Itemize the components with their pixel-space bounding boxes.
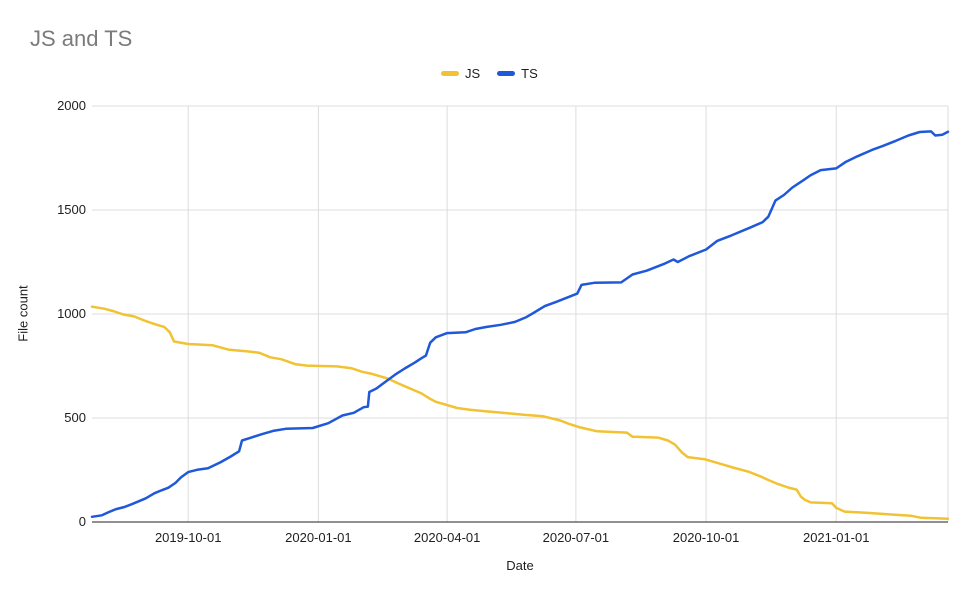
x-tick-label: 2020-04-01 [413, 530, 481, 545]
y-tick-label: 0 [78, 514, 86, 529]
x-axis-title: Date [506, 558, 534, 573]
ts-line [90, 130, 950, 519]
ts-series-swatch-icon [497, 71, 516, 76]
y-tick-label: 1500 [57, 202, 86, 217]
js-series-swatch-icon [441, 71, 459, 76]
y-tick-label: 500 [64, 410, 86, 425]
x-tick-label: 2020-07-01 [542, 530, 610, 545]
y-axis-title: File count [15, 285, 31, 342]
chart-title: JS and TS [30, 26, 133, 51]
x-tick-label: 2020-10-01 [672, 530, 740, 545]
legend-label-js: JS [465, 66, 481, 81]
x-tick-label: 2020-01-01 [285, 530, 352, 545]
legend: JS TS [441, 66, 538, 81]
x-tick-label: 2021-01-01 [802, 530, 870, 545]
y-tick-label: 2000 [57, 98, 86, 113]
legend-item-ts: TS [497, 66, 538, 81]
js-line [90, 305, 950, 520]
y-tick-label: 1000 [57, 306, 86, 321]
legend-label-ts: TS [521, 66, 538, 81]
legend-item-js: JS [441, 66, 480, 81]
x-tick-label: 2019-10-01 [154, 530, 222, 545]
